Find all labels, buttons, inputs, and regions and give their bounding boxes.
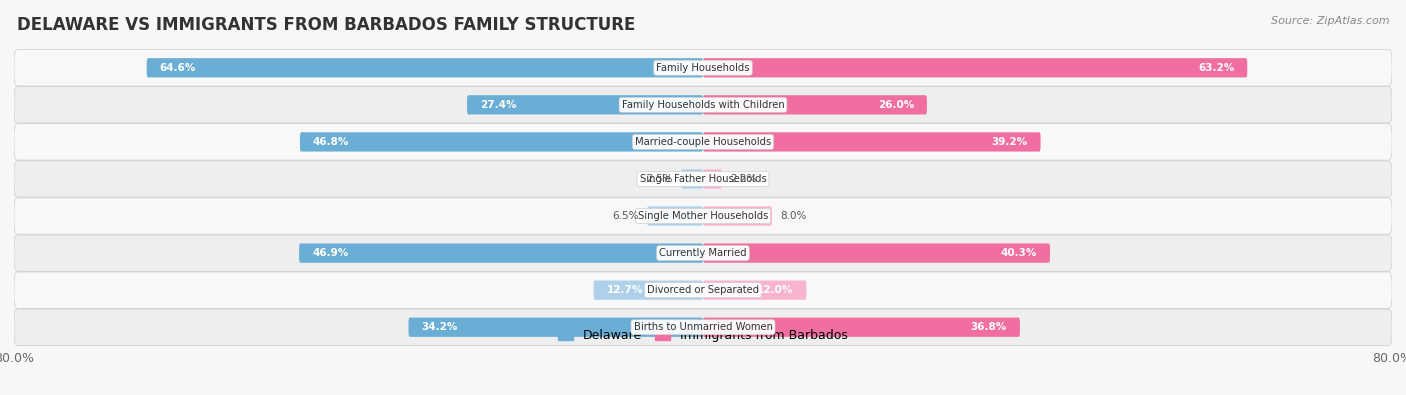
Text: DELAWARE VS IMMIGRANTS FROM BARBADOS FAMILY STRUCTURE: DELAWARE VS IMMIGRANTS FROM BARBADOS FAM… bbox=[17, 16, 636, 34]
Text: Single Mother Households: Single Mother Households bbox=[638, 211, 768, 221]
Text: 63.2%: 63.2% bbox=[1198, 63, 1234, 73]
Text: 27.4%: 27.4% bbox=[479, 100, 516, 110]
Text: Family Households: Family Households bbox=[657, 63, 749, 73]
FancyBboxPatch shape bbox=[703, 58, 1247, 77]
FancyBboxPatch shape bbox=[703, 280, 807, 300]
FancyBboxPatch shape bbox=[703, 207, 772, 226]
FancyBboxPatch shape bbox=[299, 132, 703, 152]
Text: 6.5%: 6.5% bbox=[612, 211, 638, 221]
FancyBboxPatch shape bbox=[703, 132, 1040, 152]
Text: 40.3%: 40.3% bbox=[1001, 248, 1038, 258]
Text: Married-couple Households: Married-couple Households bbox=[636, 137, 770, 147]
Text: 2.2%: 2.2% bbox=[731, 174, 756, 184]
Text: 12.0%: 12.0% bbox=[758, 285, 793, 295]
FancyBboxPatch shape bbox=[682, 169, 703, 188]
FancyBboxPatch shape bbox=[593, 280, 703, 300]
Text: Single Father Households: Single Father Households bbox=[640, 174, 766, 184]
FancyBboxPatch shape bbox=[703, 318, 1019, 337]
FancyBboxPatch shape bbox=[14, 272, 1392, 308]
Text: Divorced or Separated: Divorced or Separated bbox=[647, 285, 759, 295]
Text: 64.6%: 64.6% bbox=[160, 63, 195, 73]
Text: 34.2%: 34.2% bbox=[422, 322, 458, 332]
FancyBboxPatch shape bbox=[409, 318, 703, 337]
Text: Currently Married: Currently Married bbox=[659, 248, 747, 258]
FancyBboxPatch shape bbox=[146, 58, 703, 77]
FancyBboxPatch shape bbox=[703, 169, 721, 188]
FancyBboxPatch shape bbox=[703, 95, 927, 115]
Text: 46.9%: 46.9% bbox=[312, 248, 349, 258]
Text: Source: ZipAtlas.com: Source: ZipAtlas.com bbox=[1271, 16, 1389, 26]
FancyBboxPatch shape bbox=[467, 95, 703, 115]
Text: Family Households with Children: Family Households with Children bbox=[621, 100, 785, 110]
Legend: Delaware, Immigrants from Barbados: Delaware, Immigrants from Barbados bbox=[553, 324, 853, 347]
Text: 2.5%: 2.5% bbox=[647, 174, 673, 184]
Text: 39.2%: 39.2% bbox=[991, 137, 1028, 147]
Text: Births to Unmarried Women: Births to Unmarried Women bbox=[634, 322, 772, 332]
FancyBboxPatch shape bbox=[647, 207, 703, 226]
FancyBboxPatch shape bbox=[14, 309, 1392, 345]
FancyBboxPatch shape bbox=[14, 198, 1392, 234]
FancyBboxPatch shape bbox=[299, 243, 703, 263]
Text: 8.0%: 8.0% bbox=[780, 211, 807, 221]
FancyBboxPatch shape bbox=[703, 243, 1050, 263]
FancyBboxPatch shape bbox=[14, 161, 1392, 197]
Text: 46.8%: 46.8% bbox=[314, 137, 349, 147]
FancyBboxPatch shape bbox=[14, 87, 1392, 123]
Text: 26.0%: 26.0% bbox=[877, 100, 914, 110]
Text: 12.7%: 12.7% bbox=[606, 285, 643, 295]
FancyBboxPatch shape bbox=[14, 124, 1392, 160]
FancyBboxPatch shape bbox=[14, 235, 1392, 271]
Text: 36.8%: 36.8% bbox=[970, 322, 1007, 332]
FancyBboxPatch shape bbox=[14, 50, 1392, 86]
